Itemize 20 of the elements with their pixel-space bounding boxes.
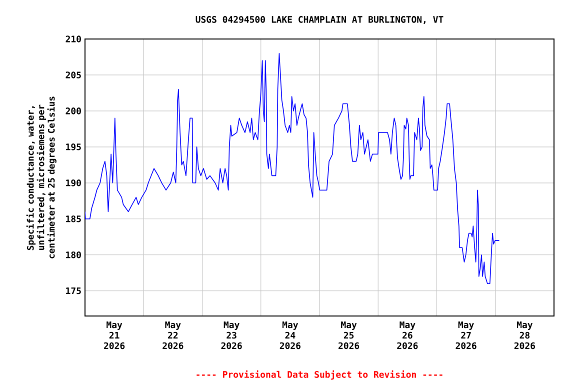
- chart-title: USGS 04294500 LAKE CHAMPLAIN AT BURLINGTON, VT: [196, 16, 444, 24]
- y-tick-label: 190: [66, 179, 81, 186]
- y-tick-label: 185: [66, 215, 81, 222]
- x-tick-label: May 23 2026: [221, 322, 242, 350]
- x-tick-label: May 24 2026: [280, 322, 300, 350]
- y-tick-label: 200: [66, 108, 81, 114]
- x-tick-label: May 26 2026: [397, 322, 418, 350]
- x-tick-label: May 22 2026: [162, 322, 184, 350]
- x-tick-label: May 27 2026: [456, 322, 476, 350]
- y-axis-title: Specific conductance, water, unfiltered, microsiemens per centimeter at 25 degrees Celsius: [26, 96, 56, 258]
- y-tick-label: 210: [66, 36, 81, 42]
- y-tick-label: 195: [66, 144, 81, 150]
- x-tick-label: May 28 2026: [514, 322, 535, 350]
- line-series: [85, 52, 500, 284]
- x-tick-label: May 25 2026: [338, 322, 360, 350]
- x-tick-label: May 21 2026: [104, 322, 125, 350]
- y-tick-label: 205: [66, 72, 81, 78]
- y-tick-label: 180: [66, 251, 81, 258]
- text: ---- Provisional Data Subject to Revision ----: [196, 370, 442, 380]
- y-tick-label: 175: [66, 287, 81, 294]
